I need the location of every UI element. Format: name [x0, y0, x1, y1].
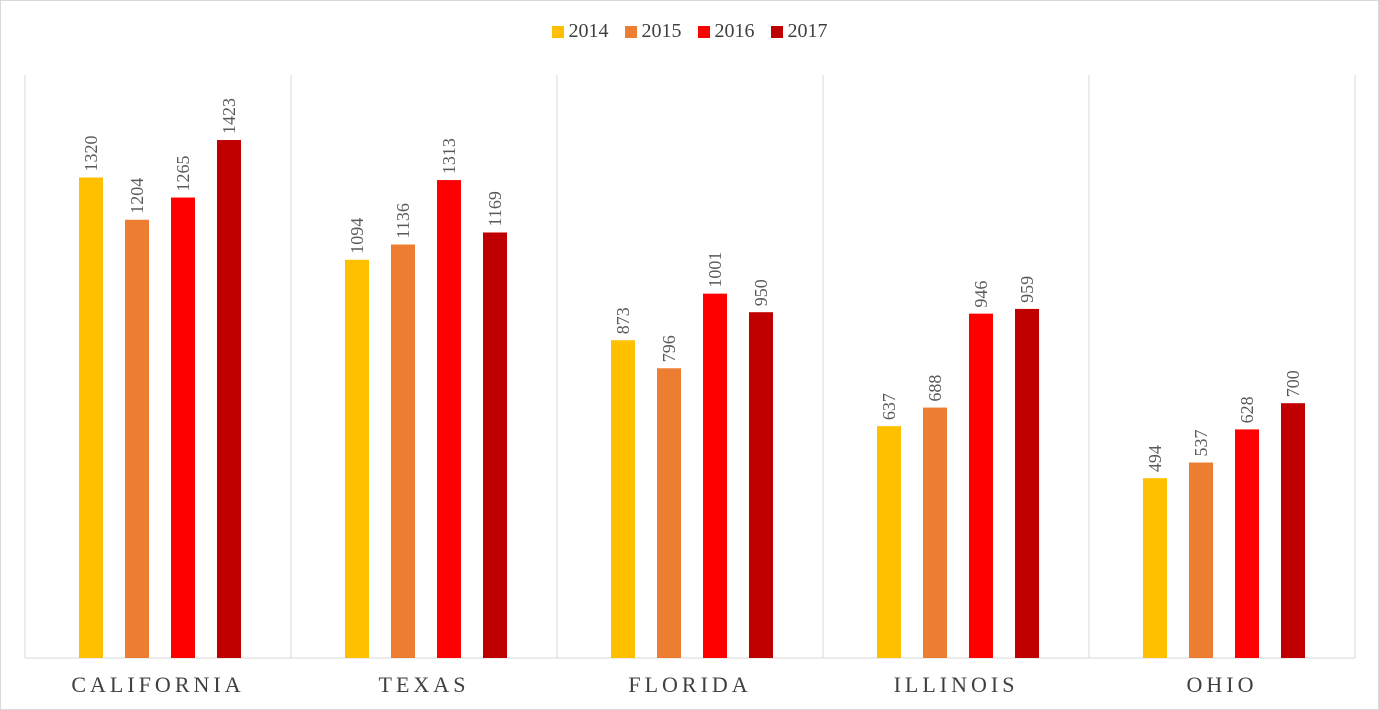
- legend-item-2014: 2014: [551, 20, 609, 43]
- legend-swatch: [551, 25, 564, 38]
- data-label: 959: [1017, 276, 1037, 303]
- data-label: 1265: [173, 156, 193, 192]
- bar-florida-2014: [611, 340, 635, 658]
- bar-illinois-2014: [877, 426, 901, 658]
- data-label: 946: [971, 281, 991, 308]
- bar-texas-2014: [345, 259, 369, 658]
- bar-ohio-2015: [1189, 462, 1213, 658]
- bar-ohio-2016: [1235, 429, 1259, 658]
- data-label: 628: [1237, 396, 1257, 423]
- data-label: 873: [613, 307, 633, 334]
- legend-item-2015: 2015: [624, 20, 682, 43]
- bar-florida-2015: [657, 368, 681, 658]
- data-label: 688: [925, 375, 945, 402]
- data-label: 1313: [439, 138, 459, 174]
- bar-florida-2017: [749, 312, 773, 658]
- data-label: 1001: [705, 252, 725, 288]
- legend-label: 2014: [568, 20, 609, 42]
- bar-california-2017: [217, 140, 241, 658]
- bar-california-2016: [171, 197, 195, 659]
- data-label: 1423: [219, 98, 239, 134]
- bar-florida-2016: [703, 293, 727, 658]
- bar-texas-2015: [391, 244, 415, 658]
- legend-item-2017: 2017: [770, 20, 828, 43]
- bar-illinois-2016: [969, 313, 993, 658]
- data-label: 1094: [347, 218, 367, 254]
- legend-swatch: [697, 25, 710, 38]
- data-label: 537: [1191, 430, 1211, 457]
- bar-ohio-2014: [1143, 478, 1167, 658]
- legend-label: 2017: [787, 20, 828, 42]
- bar-texas-2017: [483, 232, 507, 658]
- legend-label: 2016: [714, 20, 755, 42]
- bar-california-2015: [125, 219, 149, 658]
- bar-texas-2016: [437, 180, 461, 658]
- legend-swatch: [770, 25, 783, 38]
- category-label: OHIO: [1187, 672, 1258, 697]
- bar-california-2014: [79, 177, 103, 658]
- category-label: CALIFORNIA: [71, 672, 244, 697]
- data-label: 1204: [127, 178, 147, 214]
- bar-ohio-2017: [1281, 403, 1305, 658]
- legend-swatch: [624, 25, 637, 38]
- data-label: 1169: [485, 191, 505, 226]
- legend: 2014 2015 2016 2017: [0, 20, 1379, 43]
- legend-label: 2015: [641, 20, 682, 42]
- data-label: 700: [1283, 370, 1303, 397]
- bar-illinois-2015: [923, 407, 947, 658]
- data-label: 1320: [81, 136, 101, 172]
- category-label: ILLINOIS: [894, 672, 1019, 697]
- data-label: 1136: [393, 203, 413, 238]
- data-label: 950: [751, 279, 771, 306]
- bar-illinois-2017: [1015, 308, 1039, 658]
- legend-item-2016: 2016: [697, 20, 755, 43]
- category-label: TEXAS: [379, 672, 470, 697]
- data-label: 494: [1145, 445, 1165, 472]
- category-label: FLORIDA: [628, 672, 751, 697]
- data-label: 637: [879, 393, 899, 420]
- data-label: 796: [659, 335, 679, 362]
